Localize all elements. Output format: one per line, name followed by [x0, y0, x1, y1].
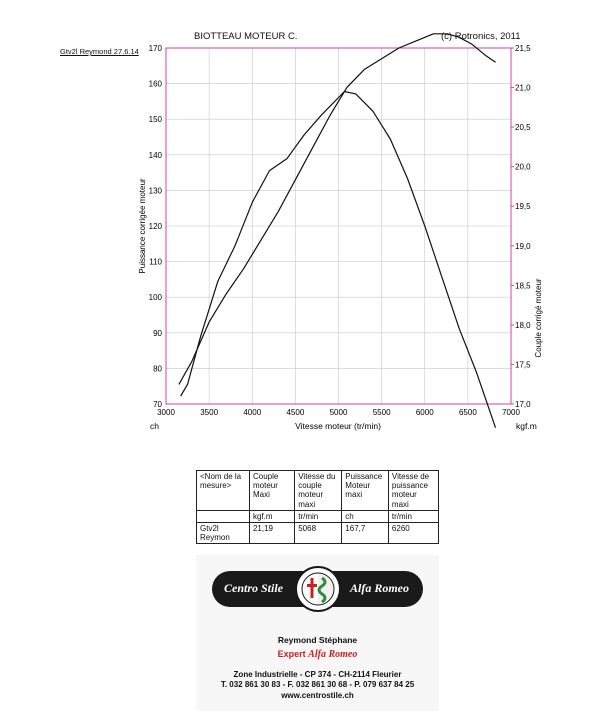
- table-header-cell: Vitesse de puissance moteur maxi: [387, 470, 440, 511]
- logo-text-left: Centro Stile: [224, 581, 284, 595]
- plot-frame: [165, 47, 512, 405]
- y2-tick-label: 21,0: [515, 84, 531, 93]
- card-address: Zone Industrielle - CP 374 - CH-2114 Fle…: [233, 670, 402, 679]
- table-unit-cell: tr/min: [294, 509, 343, 523]
- chart-title: BIOTTEAU MOTEUR C.: [194, 31, 298, 42]
- y2-tick-label: 20,0: [515, 163, 531, 172]
- table-header-cell: <Nom de la mesure>: [196, 470, 250, 511]
- x-tick-label: 6500: [459, 408, 477, 417]
- card-role-prefix: Expert: [277, 649, 306, 659]
- y2-tick-label: 17,5: [515, 360, 531, 369]
- y-tick-label: 90: [153, 329, 162, 338]
- alfa-romeo-emblem-icon: [295, 566, 341, 612]
- table-header-row: <Nom de la mesure> Couple moteur Maxi Vi…: [196, 470, 440, 511]
- table-header-cell: Couple moteur Maxi: [248, 470, 296, 511]
- y2-tick-label: 19,0: [515, 242, 531, 251]
- card-role: Expert Alfa Romeo: [196, 649, 439, 660]
- table-header-cell: Puissance Moteur maxi: [341, 470, 389, 511]
- copyright-label: (c) Rotronics, 2011: [441, 31, 521, 42]
- y-axis-label: Puissance corrigée moteur: [138, 178, 147, 273]
- y-tick-label: 110: [149, 258, 162, 267]
- y-tick-label: 80: [153, 364, 162, 373]
- table-unit-cell: tr/min: [387, 509, 440, 523]
- y-tick-label: 160: [149, 80, 163, 89]
- card-website: www.centrostile.ch: [281, 691, 354, 700]
- y-tick-label: 120: [149, 222, 163, 231]
- y-tick-label: 150: [149, 115, 163, 124]
- x-axis-label: Vitesse moteur (tr/min): [295, 421, 381, 431]
- y2-tick-label: 18,5: [515, 281, 531, 290]
- table-cell: 5068: [294, 521, 343, 545]
- card-phones: T. 032 861 30 83 - F. 032 861 30 68 - P.…: [220, 680, 415, 689]
- card-name: Reymond Stéphane: [277, 635, 358, 645]
- table-header-cell: Vitesse du couple moteur maxi: [294, 470, 343, 511]
- run-label: Gtv2l Reymond 27.6.14: [60, 47, 139, 56]
- x-tick-label: 6000: [416, 408, 434, 417]
- table-unit-row: kgf.m tr/min ch tr/min: [196, 509, 440, 523]
- y-tick-label: 100: [149, 293, 163, 302]
- y2-tick-label: 17,0: [515, 400, 531, 409]
- table-unit-cell: ch: [341, 509, 389, 523]
- y2-tick-label: 21,5: [515, 44, 531, 53]
- business-card: Centro Stile Alfa Romeo Reymond Stéphane…: [196, 555, 439, 711]
- axis-ticks: 3000 3500 4000 4500 5000 5500 6000 6500 7000 70 80…: [149, 44, 531, 417]
- x-tick-label: 3500: [200, 408, 218, 417]
- table-cell: Gtv2l Reymon: [196, 521, 250, 545]
- y-tick-label: 170: [149, 44, 163, 53]
- table-unit-cell: kgf.m: [248, 509, 296, 523]
- y-tick-label: 140: [149, 151, 163, 160]
- dyno-chart: 3000 3500 4000 4500 5000 5500 6000 6500 7000 70 80…: [138, 33, 543, 431]
- logo-text-right: Alfa Romeo: [350, 581, 409, 595]
- x-tick-label: 5000: [330, 408, 348, 417]
- results-table: <Nom de la mesure> Couple moteur Maxi Vi…: [196, 470, 440, 545]
- y2-tick-label: 18,0: [515, 321, 531, 330]
- x-unit-right: kgf.m: [516, 421, 537, 431]
- y2-tick-label: 20,5: [515, 123, 531, 132]
- table-cell: 167,7: [341, 521, 389, 545]
- card-role-brand: Alfa Romeo: [308, 649, 358, 660]
- power-series-line: [178, 33, 496, 385]
- y2-axis-label: Couple corrigé moteur: [534, 278, 543, 357]
- table-cell: 6260: [387, 521, 440, 545]
- x-unit-left: ch: [150, 421, 159, 431]
- y-tick-label: 70: [153, 400, 162, 409]
- x-tick-label: 4500: [286, 408, 304, 417]
- table-row: Gtv2l Reymon 21,19 5068 167,7 6260: [196, 521, 440, 545]
- table-unit-cell: [196, 509, 250, 523]
- y-tick-label: 130: [149, 186, 163, 195]
- x-tick-label: 3000: [157, 408, 175, 417]
- x-tick-label: 5500: [373, 408, 391, 417]
- torque-series-line: [180, 90, 497, 428]
- y2-tick-label: 19,5: [515, 202, 531, 211]
- series-group: [178, 33, 497, 428]
- x-tick-label: 7000: [502, 408, 520, 417]
- table-cell: 21,19: [248, 521, 296, 545]
- x-tick-label: 4000: [243, 408, 261, 417]
